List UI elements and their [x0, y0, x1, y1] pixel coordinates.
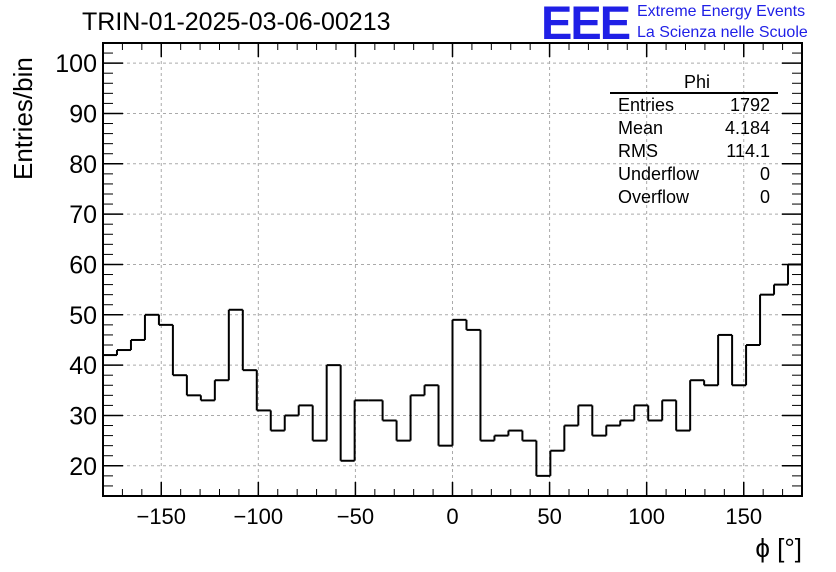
- y-tick-label: 40: [69, 352, 97, 380]
- x-tick-label: 50: [537, 504, 561, 529]
- y-tick-label: 30: [69, 402, 97, 430]
- stats-row-entries: Entries 1792: [610, 94, 778, 117]
- histogram-series: [102, 263, 802, 496]
- y-tick-label: 90: [69, 100, 97, 128]
- logo-text-line2: La Scienza nelle Scuole: [637, 24, 808, 41]
- stats-value: 0: [759, 187, 770, 207]
- y-tick-label: 20: [69, 453, 97, 481]
- stats-label: Overflow: [618, 187, 690, 207]
- x-tick-label: −100: [234, 504, 284, 529]
- stats-value: 114.1: [726, 141, 770, 161]
- y-tick-label: 60: [69, 251, 97, 279]
- x-tick-label: −50: [337, 504, 374, 529]
- stats-row-underflow: Underflow 0: [610, 163, 778, 186]
- stats-value: 1792: [729, 95, 770, 115]
- x-tick-label: −150: [136, 504, 186, 529]
- x-tick-label: 100: [628, 504, 665, 529]
- stats-row-rms: RMS 114.1: [610, 140, 778, 163]
- stats-row-mean: Mean 4.184: [610, 117, 778, 140]
- stats-label: Mean: [618, 118, 664, 138]
- y-tick-label: 80: [69, 151, 97, 179]
- y-axis-label: Entries/bin: [8, 57, 38, 180]
- stats-title: Phi: [610, 72, 778, 94]
- chart-title: TRIN-01-2025-03-06-00213: [82, 8, 391, 36]
- stats-value: 0: [759, 164, 770, 184]
- stats-label: RMS: [618, 141, 658, 161]
- logo-text-line1: Extreme Energy Events: [637, 3, 806, 20]
- x-axis-label: ϕ [°]: [755, 533, 802, 563]
- eee-logo: EEE: [541, 0, 631, 49]
- stats-row-overflow: Overflow 0: [610, 186, 778, 209]
- stats-box: Phi Entries 1792 Mean 4.184 RMS 114.1 Un…: [610, 72, 778, 209]
- stats-label: Entries: [618, 95, 675, 115]
- y-tick-label: 100: [55, 50, 97, 78]
- x-tick-label: 150: [725, 504, 762, 529]
- axis-ticks: [103, 42, 802, 496]
- y-tick-label: 50: [69, 302, 97, 330]
- stats-label: Underflow: [618, 164, 700, 184]
- stats-value: 4.184: [724, 118, 770, 138]
- y-tick-label: 70: [69, 201, 97, 229]
- tick-labels: −150 −100 −50 0 50 100 150 20 30 40 50 60 70 80 90 100: [55, 50, 762, 529]
- x-tick-label: 0: [446, 504, 458, 529]
- grid-lines: [103, 43, 802, 496]
